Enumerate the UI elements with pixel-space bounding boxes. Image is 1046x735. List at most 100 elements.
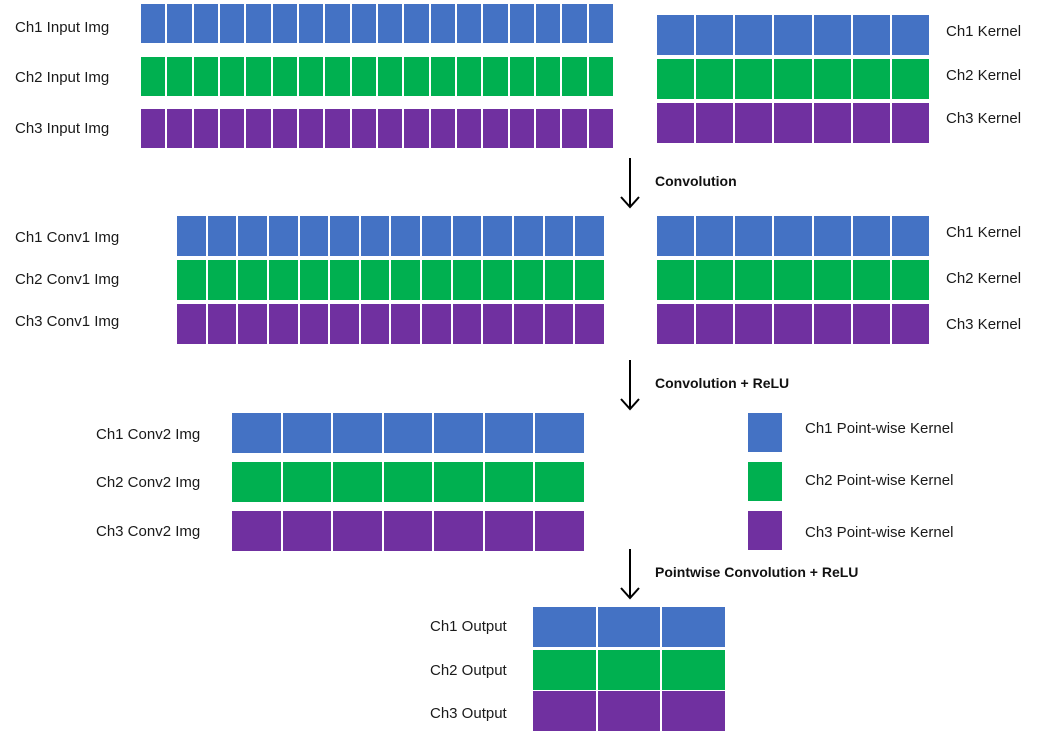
ch1-conv1-img-bar-cell — [483, 216, 515, 256]
ch1-conv1-img-bar-cell — [238, 216, 269, 256]
ch1-kernel-bar-stage2-cell — [813, 216, 853, 256]
ch3-output-bar-cell — [597, 691, 663, 731]
label-ch1-kernel-stage1: Ch1 Kernel — [946, 23, 1022, 40]
ch2-kernel-bar-stage2-cell — [852, 260, 892, 300]
ch1-kernel-bar-stage1-cell — [696, 15, 736, 55]
ch1-pointwise-kernel-square-cell — [748, 413, 782, 452]
ch2-conv2-img-bar-cell — [383, 462, 435, 502]
ch1-kernel-bar-stage1-cell — [774, 15, 814, 55]
ch1-input-img-bar-cell — [562, 4, 589, 43]
ch3-conv1-img-bar — [177, 304, 604, 344]
ch2-conv1-img-bar — [177, 260, 604, 300]
ch2-input-img-bar-cell — [588, 57, 613, 96]
ch1-input-img-bar-cell — [167, 4, 194, 43]
label-ch3-output: Ch3 Output — [430, 705, 507, 722]
ch3-conv1-img-bar-cell — [360, 304, 392, 344]
ch3-kernel-bar-stage1-cell — [735, 103, 775, 143]
ch3-kernel-bar-stage2-cell — [735, 304, 775, 344]
ch3-input-img-bar-cell — [325, 109, 352, 148]
ch3-kernel-bar-stage2-cell — [696, 304, 736, 344]
ch1-output-bar-cell — [597, 607, 663, 647]
step-convolution-relu-label: Convolution + ReLU — [655, 375, 790, 391]
ch2-kernel-bar-stage2-cell — [774, 260, 814, 300]
ch2-input-img-bar-cell — [456, 57, 484, 96]
ch1-input-img-bar-cell — [141, 4, 168, 43]
label-ch1-conv1-img: Ch1 Conv1 Img — [15, 229, 120, 246]
ch1-conv1-img-bar-cell — [268, 216, 300, 256]
ch2-input-img-bar — [141, 57, 613, 96]
ch3-conv1-img-bar-cell — [391, 304, 423, 344]
ch1-kernel-bar-stage2-cell — [852, 216, 892, 256]
ch1-input-img-bar-cell — [404, 4, 431, 43]
ch2-kernel-bar-stage2 — [657, 260, 929, 300]
ch3-pointwise-kernel-square — [748, 511, 782, 550]
ch3-input-img-bar-cell — [588, 109, 613, 148]
step-pointwise-convolution-relu-label: Pointwise Convolution + ReLU — [655, 564, 859, 580]
ch1-kernel-bar-stage2-cell — [774, 216, 814, 256]
ch2-conv1-img-bar-cell — [330, 260, 361, 300]
ch3-conv2-img-bar — [232, 511, 585, 551]
label-ch3-kernel-stage1: Ch3 Kernel — [946, 110, 1022, 127]
ch1-conv2-img-bar-cell — [282, 413, 334, 453]
ch2-input-img-bar-cell — [509, 57, 536, 96]
ch3-input-img-bar-cell — [377, 109, 405, 148]
ch1-input-img-bar-cell — [483, 4, 510, 43]
ch2-conv1-img-bar-cell — [422, 260, 453, 300]
ch3-kernel-bar-stage2-cell — [891, 304, 929, 344]
ch1-conv2-img-bar-cell — [434, 413, 485, 453]
ch3-conv1-img-bar-cell — [544, 304, 576, 344]
ch2-conv2-img-bar-cell — [434, 462, 485, 502]
ch1-input-img-bar-cell — [377, 4, 405, 43]
ch1-output-bar — [533, 607, 726, 647]
ch2-kernel-bar-stage2-cell — [735, 260, 775, 300]
ch3-kernel-bar-stage2-cell — [813, 304, 853, 344]
ch1-conv2-img-bar-cell — [232, 413, 283, 453]
ch2-kernel-bar-stage1 — [657, 59, 929, 99]
ch3-conv2-img-bar-cell — [535, 511, 585, 551]
ch3-conv1-img-bar-cell — [330, 304, 361, 344]
ch3-conv1-img-bar-cell — [514, 304, 545, 344]
ch2-input-img-bar-cell — [377, 57, 405, 96]
ch3-pointwise-kernel-square-cell — [748, 511, 782, 550]
ch3-conv2-img-bar-cell — [434, 511, 485, 551]
ch3-input-img-bar-cell — [351, 109, 378, 148]
ch1-input-img-bar-cell — [298, 4, 326, 43]
ch1-kernel-bar-stage2-cell — [657, 216, 697, 256]
ch2-kernel-bar-stage1-cell — [852, 59, 892, 99]
ch3-input-img-bar-cell — [167, 109, 194, 148]
step-convolution-label: Convolution — [655, 173, 737, 189]
label-ch1-kernel-stage2: Ch1 Kernel — [946, 224, 1022, 241]
ch1-conv1-img-bar-cell — [391, 216, 423, 256]
ch2-conv2-img-bar-cell — [535, 462, 585, 502]
ch1-conv1-img-bar-cell — [360, 216, 392, 256]
ch2-conv2-img-bar-cell — [484, 462, 536, 502]
ch3-input-img-bar-cell — [246, 109, 273, 148]
ch2-input-img-bar-cell — [167, 57, 194, 96]
ch2-kernel-bar-stage1-cell — [813, 59, 853, 99]
ch2-input-img-bar-cell — [219, 57, 247, 96]
down-arrow-icon — [620, 360, 640, 411]
ch3-kernel-bar-stage1-cell — [813, 103, 853, 143]
ch2-conv1-img-bar-cell — [483, 260, 515, 300]
label-ch2-kernel-stage2: Ch2 Kernel — [946, 270, 1022, 287]
ch2-input-img-bar-cell — [272, 57, 299, 96]
ch3-conv1-img-bar-cell — [299, 304, 331, 344]
ch1-conv1-img-bar-cell — [575, 216, 604, 256]
ch1-input-img-bar-cell — [219, 4, 247, 43]
ch1-kernel-bar-stage1 — [657, 15, 929, 55]
label-ch1-input-img: Ch1 Input Img — [15, 19, 110, 36]
label-ch2-input-img: Ch2 Input Img — [15, 69, 110, 86]
label-ch3-input-img: Ch3 Input Img — [15, 120, 110, 137]
label-ch2-pointwise-kernel: Ch2 Point-wise Kernel — [805, 472, 954, 489]
ch3-conv1-img-bar-cell — [575, 304, 604, 344]
ch1-input-img-bar-cell — [509, 4, 536, 43]
ch3-kernel-bar-stage2-cell — [852, 304, 892, 344]
label-ch2-conv2-img: Ch2 Conv2 Img — [96, 474, 201, 491]
ch1-conv1-img-bar-cell — [177, 216, 208, 256]
label-ch1-conv2-img: Ch1 Conv2 Img — [96, 426, 201, 443]
ch1-pointwise-kernel-square — [748, 413, 782, 452]
ch2-conv1-img-bar-cell — [391, 260, 423, 300]
ch3-kernel-bar-stage1 — [657, 103, 929, 143]
ch2-output-bar-cell — [533, 650, 598, 690]
